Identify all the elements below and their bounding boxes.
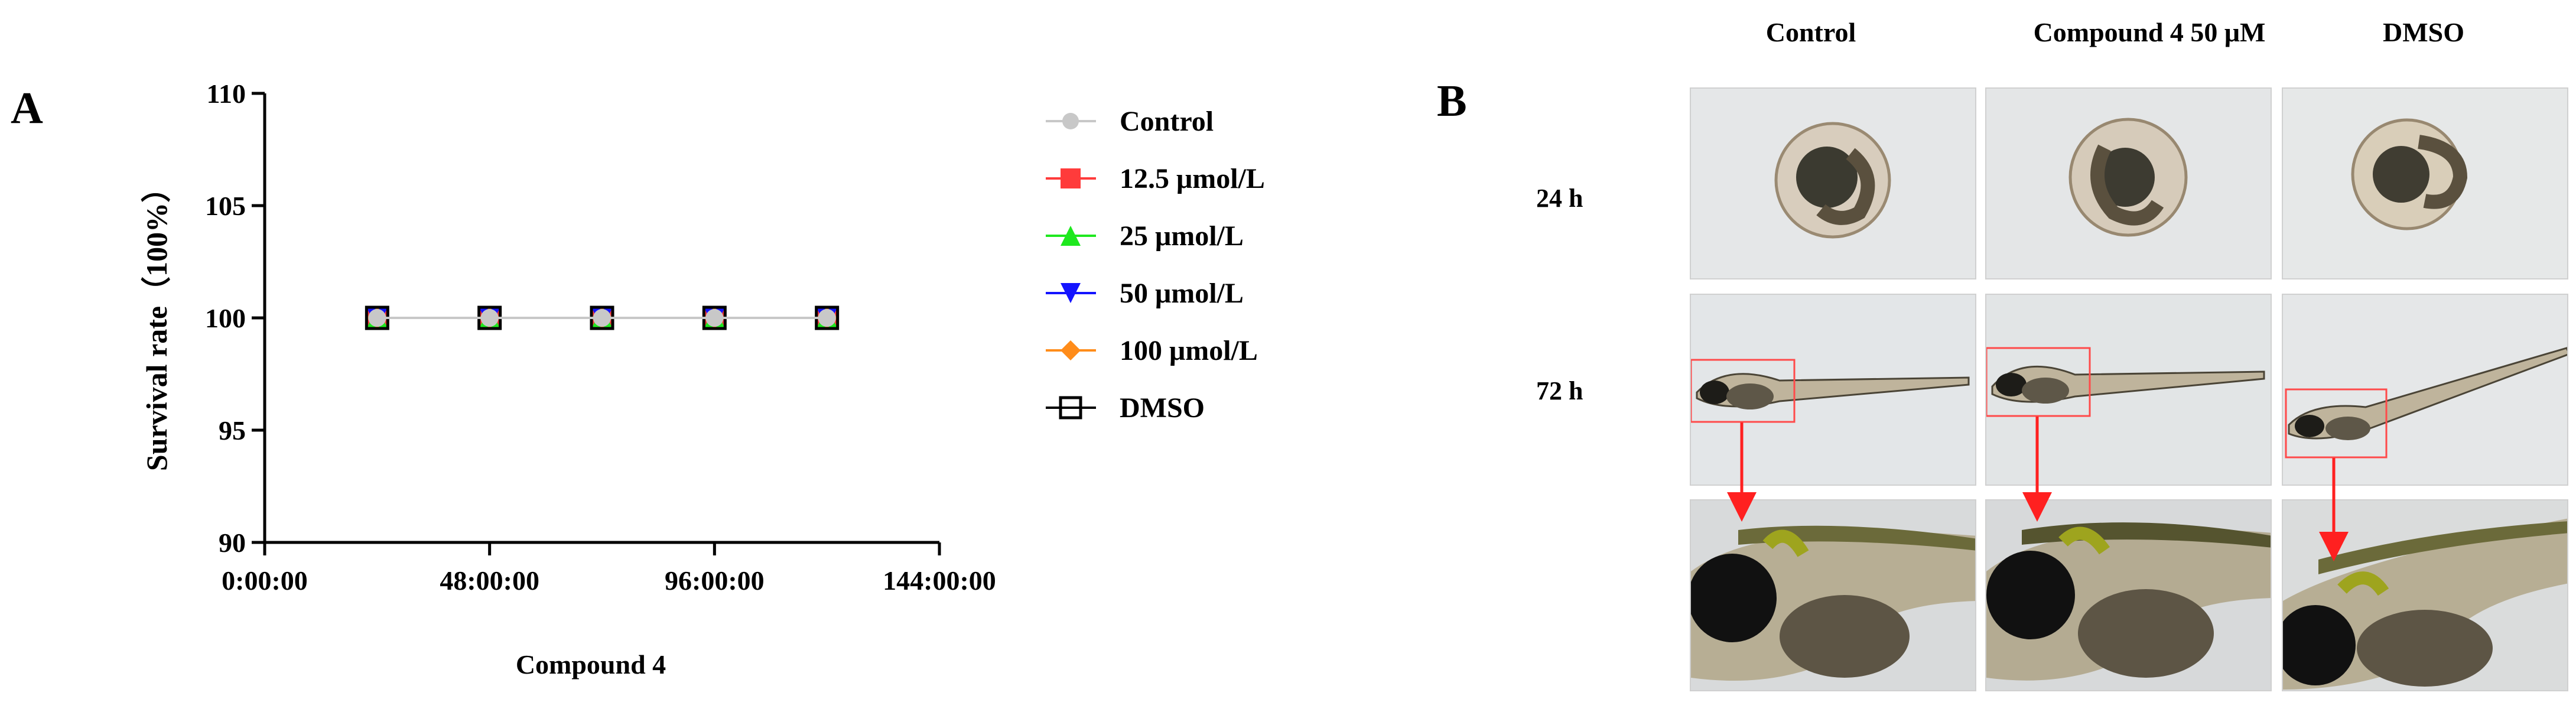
legend-label: 12.5 μmol/L	[1120, 163, 1265, 194]
photo-zoom-dmso	[2282, 499, 2568, 691]
legend-marker	[1061, 226, 1081, 246]
y-axis-label: Survival rate（100%）	[140, 173, 173, 471]
y-tick-label: 95	[219, 415, 246, 446]
x-tick-label: 144:00:00	[883, 565, 996, 596]
panel-b-letter: B	[1437, 76, 1467, 126]
column-header-control: Control	[1765, 17, 1856, 47]
column-header-compound: Compound 4 50 μM	[2033, 17, 2266, 47]
x-axis-label: Compound 4	[516, 649, 666, 680]
legend-item: 25 μmol/L	[1046, 220, 1244, 252]
data-point	[593, 309, 611, 327]
legend-marker	[1061, 283, 1081, 303]
photo-72h-compound	[1985, 294, 2272, 486]
x-tick-label: 48:00:00	[440, 565, 539, 596]
series-control	[368, 309, 836, 327]
row-label-24h: 24 h	[1536, 184, 1583, 213]
legend-label: 25 μmol/L	[1120, 220, 1244, 252]
data-point	[818, 309, 836, 327]
y-tick-label: 100	[205, 303, 246, 333]
legend-label: 100 μmol/L	[1120, 335, 1258, 366]
x-tick-label: 96:00:00	[665, 565, 765, 596]
legend-item: DMSO	[1046, 392, 1205, 424]
y-tick-label: 105	[205, 191, 246, 221]
y-tick-label: 90	[219, 528, 246, 558]
y-tick-label: 110	[207, 79, 246, 109]
legend-marker	[1061, 340, 1081, 360]
legend-item: Control	[1046, 106, 1214, 137]
data-point	[705, 309, 724, 327]
legend-marker	[1062, 113, 1079, 129]
photo-24h-control	[1690, 87, 1976, 279]
legend-item: 50 μmol/L	[1046, 278, 1244, 309]
panel-a-letter: A	[11, 83, 43, 133]
data-point	[368, 309, 386, 327]
legend-label: Control	[1120, 106, 1214, 137]
legend-label: 50 μmol/L	[1120, 278, 1244, 309]
photo-72h-dmso	[2282, 294, 2568, 486]
photo-zoom-compound	[1985, 499, 2272, 691]
photo-24h-dmso	[2282, 87, 2568, 279]
photo-72h-control	[1690, 294, 1976, 486]
x-tick-label: 0:00:00	[222, 565, 308, 596]
legend-label: DMSO	[1120, 392, 1205, 424]
legend-marker	[1061, 168, 1081, 188]
photo-zoom-control	[1690, 499, 1976, 691]
legend-item: 100 μmol/L	[1046, 335, 1258, 366]
survival-chart: 90 95 100 105 110 0:00:00 48:00:00 96:00:00 144:…	[140, 79, 1265, 680]
photo-24h-compound	[1985, 87, 2272, 279]
data-point	[480, 309, 499, 327]
legend-marker	[1059, 396, 1082, 420]
row-label-72h: 72 h	[1536, 376, 1583, 405]
legend-item: 12.5 μmol/L	[1046, 163, 1265, 194]
column-header-dmso: DMSO	[2383, 17, 2464, 47]
